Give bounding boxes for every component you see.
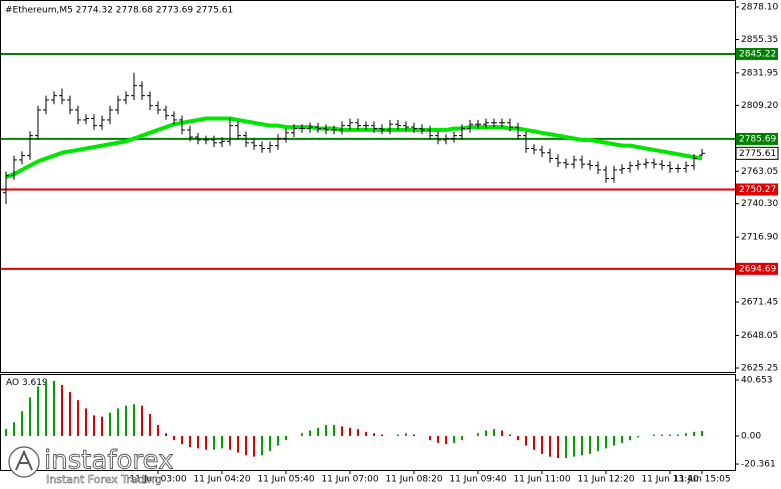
x-tick-label: 11 Jun 13:40 xyxy=(641,475,698,485)
y-tick-label: 2763.05 xyxy=(741,167,778,177)
x-tick-label: 11 Jun 03:00 xyxy=(129,475,186,485)
osc-y-tick-label: 0.00 xyxy=(741,431,761,441)
x-tick-label: 11 Jun 15:05 xyxy=(673,475,730,485)
x-tick-label: 11 Jun 11:00 xyxy=(513,475,570,485)
y-tick-label: 2809.20 xyxy=(741,101,778,111)
level-label: 2750.27 xyxy=(739,185,776,195)
chart-title: #Ethereum,M5 2774.32 2778.68 2773.69 277… xyxy=(5,6,233,16)
oscillator-label: AO 3.619 xyxy=(6,378,48,388)
osc-y-tick-label: -20.361 xyxy=(741,460,776,470)
level-label: 2845.22 xyxy=(739,49,776,59)
x-tick-label: 11 Jun 05:40 xyxy=(257,475,314,485)
watermark: instaforex Instant Forex Trading xyxy=(8,445,174,486)
y-tick-label: 2855.35 xyxy=(741,35,778,45)
level-label-box xyxy=(736,262,778,275)
oscillator-name: AO xyxy=(6,378,19,388)
y-tick-label: 2740.30 xyxy=(741,199,778,209)
level-label-box xyxy=(736,183,778,196)
x-tick-label: 11 Jun 07:00 xyxy=(321,475,378,485)
y-tick-label: 2831.95 xyxy=(741,68,778,78)
level-label-box xyxy=(736,47,778,60)
y-tick-label: 2625.25 xyxy=(741,364,778,374)
y-tick-label: 2878.10 xyxy=(741,3,778,13)
logo-name: instaforex xyxy=(44,446,173,476)
y-tick-label: 2716.90 xyxy=(741,233,778,243)
x-tick-label: 11 Jun 09:40 xyxy=(449,475,506,485)
oscillator-panel xyxy=(0,374,736,471)
x-tick-label: 11 Jun 12:20 xyxy=(577,475,634,485)
level-label: 2785.69 xyxy=(739,134,776,144)
logo-mark xyxy=(15,449,33,471)
osc-y-tick-label: 40.653 xyxy=(741,375,773,385)
level-label-box xyxy=(736,132,778,145)
level-label: 2694.69 xyxy=(739,264,776,274)
y-tick-label: 2648.05 xyxy=(741,331,778,341)
x-tick-label: 11 Jun 04:20 xyxy=(193,475,250,485)
oscillator-value: 3.619 xyxy=(22,378,48,388)
price-label: 2775.61 xyxy=(739,149,776,159)
price-label-box xyxy=(735,146,779,160)
moving-average xyxy=(5,116,703,179)
x-tick-label: 11 Jun 08:20 xyxy=(385,475,442,485)
price-panel xyxy=(0,0,736,373)
y-tick-label: 2671.45 xyxy=(741,298,778,308)
logo-tagline: Instant Forex Trading xyxy=(46,473,162,486)
